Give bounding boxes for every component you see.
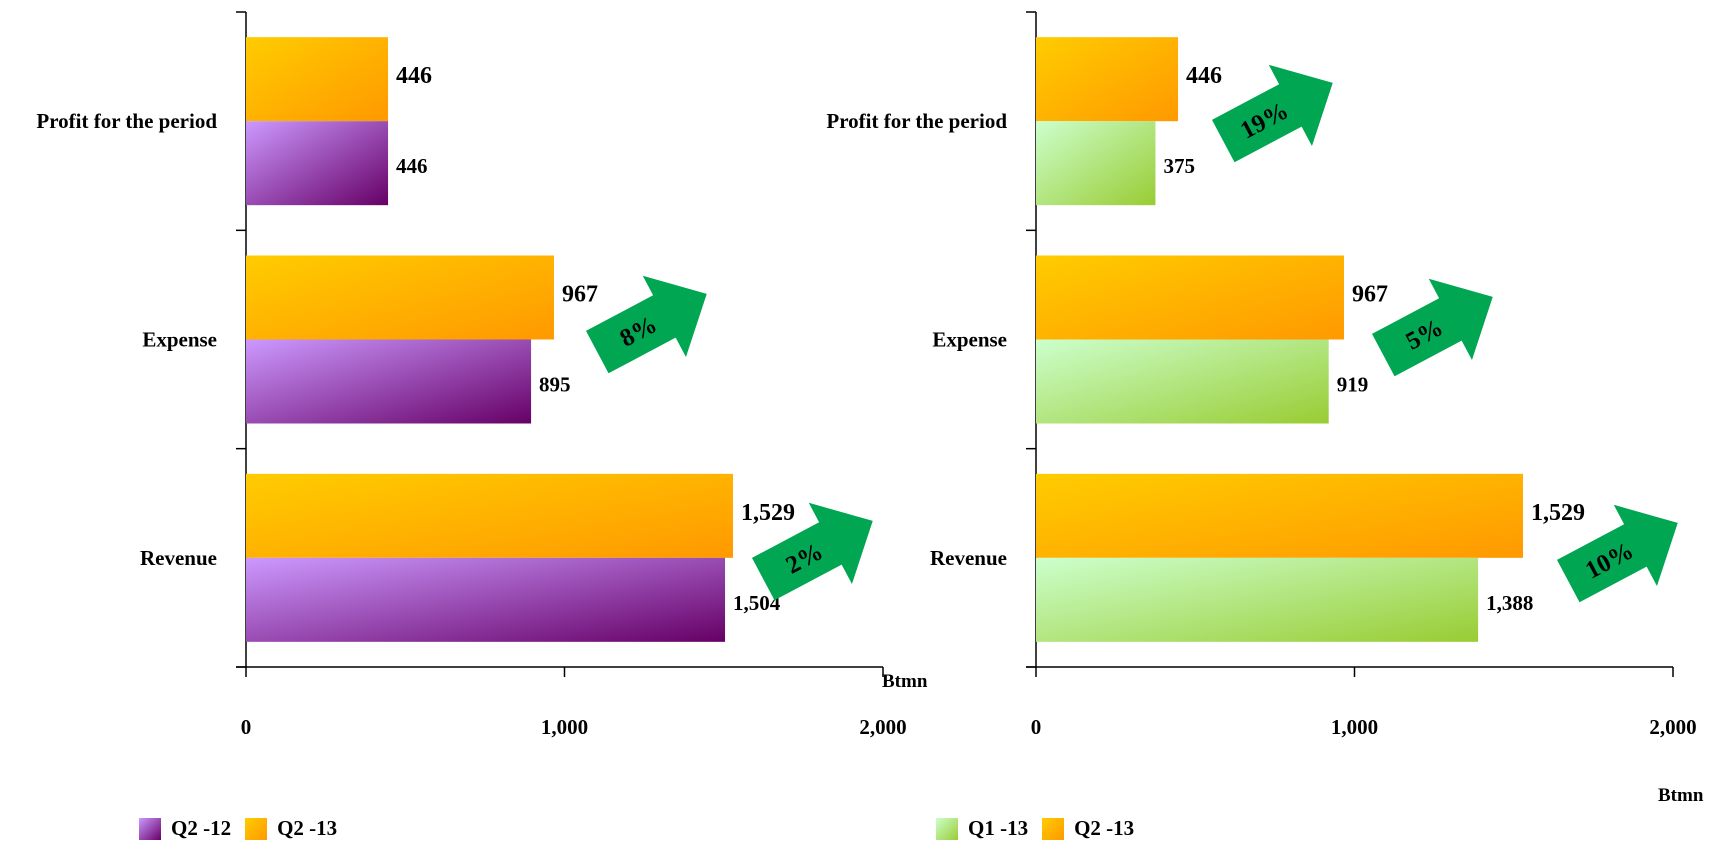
legend-swatch-series-2 [245,817,268,840]
legend-label-series-2: Q2 -13 [277,816,338,840]
chart-left: 0 1,000 2,000 Profit for the period 446 446 Ex… [36,11,907,739]
bar-q2-13-revenue [1036,473,1523,558]
data-label-q2-13-revenue: 1,529 [741,500,795,526]
bar-q2-13-profit-for-the-period [1036,37,1179,122]
growth-arrow-revenue: 2% [751,502,873,601]
data-label-q2-12-expense: 895 [539,373,571,397]
x-tick-label: 2,000 [1649,715,1696,739]
bar-q2-12-profit-for-the-period [246,121,389,206]
category-label-revenue: Revenue [930,546,1007,570]
data-label-q2-13-expense: 967 [1352,282,1388,308]
arrow-up-right-icon [1556,504,1678,603]
category-label-expense: Expense [932,328,1007,352]
data-label-q1-13-profit-for-the-period: 375 [1163,154,1195,178]
arrow-up-right-icon [1211,64,1333,163]
bar-q1-13-revenue [1036,557,1479,642]
x-tick-label: 1,000 [541,715,588,739]
x-axis-unit-right: Btmn [1658,785,1704,806]
bar-q2-12-revenue [246,557,726,642]
legend-label-series-1: Q2 -12 [171,816,232,840]
bar-q2-13-profit-for-the-period [246,37,389,122]
legend-right: Q1 -13 Q2 -13 [936,816,1148,841]
arrow-up-right-icon [585,275,707,374]
legend-swatch-series-1 [139,817,161,840]
bar-q2-13-expense [1036,255,1344,340]
legend-left: Q2 -12 Q2 -13 [139,816,351,841]
data-label-q1-13-revenue: 1,388 [1486,591,1533,615]
category-label-expense: Expense [142,328,217,352]
x-tick-label: 1,000 [1331,715,1378,739]
legend-swatch-series-2 [1042,817,1065,840]
data-label-q1-13-expense: 919 [1337,373,1369,397]
bar-q1-13-profit-for-the-period [1036,121,1156,206]
x-tick-label: 0 [1031,715,1042,739]
x-tick-label: 0 [241,715,252,739]
arrow-up-right-icon [751,502,873,601]
growth-arrow-profit-for-the-period: 19% [1211,64,1333,163]
data-label-q2-12-profit-for-the-period: 446 [396,154,428,178]
x-tick-label: 2,000 [859,715,906,739]
category-label-profit-for-the-period: Profit for the period [826,109,1007,133]
bar-q2-13-expense [246,255,554,340]
growth-arrow-expense: 8% [585,275,707,374]
legend-label-series-2: Q2 -13 [1074,816,1135,840]
legend-swatch-series-1 [936,817,958,840]
growth-arrow-expense: 5% [1371,278,1493,377]
legend-label-series-1: Q1 -13 [968,816,1029,840]
data-label-q2-13-profit-for-the-period: 446 [396,63,432,89]
bar-q1-13-expense [1036,339,1329,424]
bar-q2-13-revenue [246,473,733,558]
data-label-q2-13-expense: 967 [562,282,598,308]
x-axis-unit-left: Btmn [882,671,928,692]
data-label-q2-13-profit-for-the-period: 446 [1186,63,1222,89]
data-label-q2-13-revenue: 1,529 [1531,500,1585,526]
arrow-up-right-icon [1371,278,1493,377]
bar-q2-12-expense [246,339,532,424]
category-label-revenue: Revenue [140,546,217,570]
category-label-profit-for-the-period: Profit for the period [36,109,217,133]
chart-right: 0 1,000 2,000 Profit for the period 446 375 19… [826,11,1697,739]
